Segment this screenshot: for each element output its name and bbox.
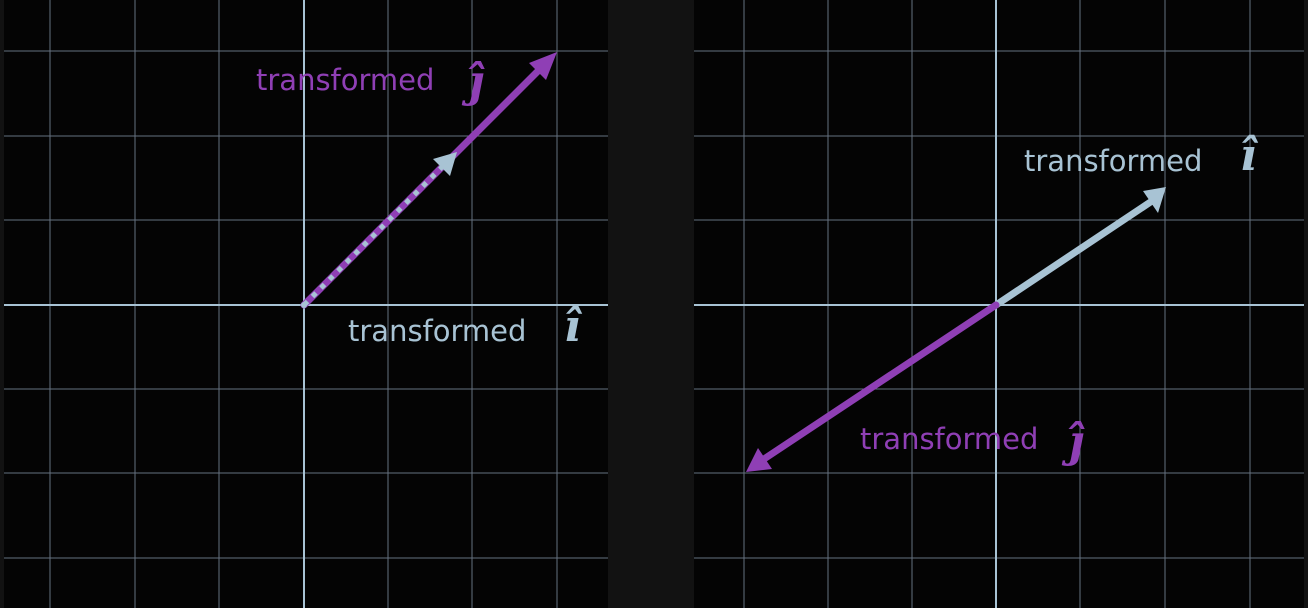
left-j-hat-symbol: ĵ <box>461 56 485 107</box>
left-plane: transformed ĵ transformed î <box>4 0 608 608</box>
left-j-label: transformed <box>256 63 434 97</box>
right-j-hat-symbol: ĵ <box>1061 416 1085 467</box>
right-i-arrowhead <box>1143 187 1166 213</box>
right-panel: transformed î transformed ĵ <box>694 0 1304 608</box>
left-i-arrowhead <box>433 152 457 176</box>
right-i-label: transformed <box>1024 144 1202 178</box>
right-i-hat-symbol: î <box>1240 130 1259 181</box>
right-j-label: transformed <box>860 422 1038 456</box>
left-i-vector <box>302 152 457 307</box>
left-panel: transformed ĵ transformed î <box>4 0 608 608</box>
right-i-vector <box>992 187 1166 309</box>
left-j-vector <box>300 52 557 309</box>
right-plane: transformed î transformed ĵ <box>694 0 1304 608</box>
right-j-arrowhead <box>746 448 772 472</box>
right-j-vector <box>746 301 1000 472</box>
left-i-hat-symbol: î <box>564 301 583 352</box>
left-j-arrowhead <box>529 52 557 80</box>
left-i-label: transformed <box>348 314 526 348</box>
left-origin <box>301 302 307 308</box>
